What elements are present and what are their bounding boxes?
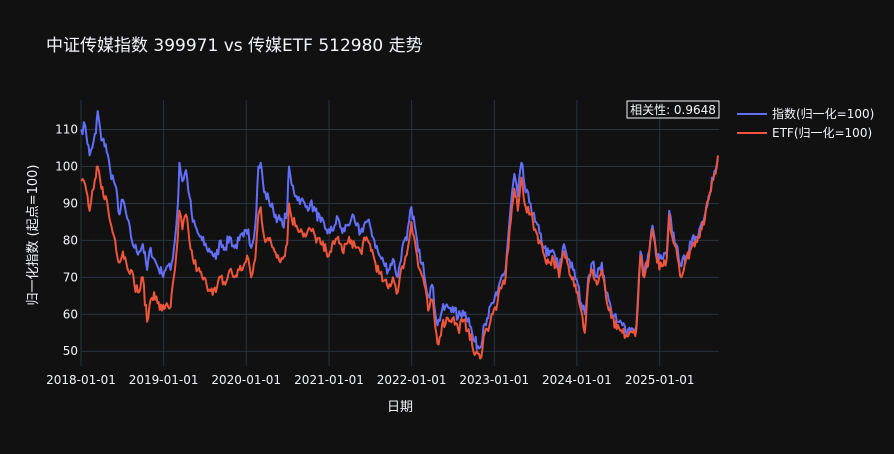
x-tick-label: 2018-01-01 xyxy=(46,373,116,387)
correlation-annotation: 相关性: 0.9648 xyxy=(626,100,720,119)
legend[interactable]: 指数(归一化=100) ETF(归一化=100) xyxy=(737,106,874,140)
legend-item-1[interactable]: ETF(归一化=100) xyxy=(737,126,872,140)
x-tick-label: 2020-01-01 xyxy=(211,373,281,387)
annotation-text: 相关性: 0.9648 xyxy=(630,103,716,117)
legend-label: 指数(归一化=100) xyxy=(772,106,874,121)
x-tick-label: 2022-01-01 xyxy=(377,373,447,387)
annotation-box xyxy=(626,100,720,119)
chart-title: 中证传媒指数 399971 vs 传媒ETF 512980 走势 xyxy=(46,36,423,56)
x-tick-labels: 2018-01-01 2019-01-01 2020-01-01 2021-01-01… xyxy=(46,373,694,387)
y-axis-title: 归一化指数 (起点=100) xyxy=(26,165,41,306)
x-tick-label: 2024-01-01 xyxy=(542,373,612,387)
y-tick-label: 110 xyxy=(55,123,78,137)
y-tick-labels: 50 60 70 80 90 100 110 xyxy=(55,123,78,359)
legend-item-0[interactable]: 指数(归一化=100) xyxy=(737,106,874,121)
y-tick-label: 50 xyxy=(63,344,78,358)
y-tick-label: 80 xyxy=(63,233,78,247)
x-tick-label: 2021-01-01 xyxy=(294,373,364,387)
x-axis-title: 日期 xyxy=(387,400,413,415)
legend-label: ETF(归一化=100) xyxy=(772,126,872,140)
x-tick-label: 2019-01-01 xyxy=(129,373,199,387)
y-tick-label: 70 xyxy=(63,270,78,284)
series-line-0 xyxy=(80,110,719,350)
series-line-1 xyxy=(80,155,719,360)
y-tick-label: 90 xyxy=(63,196,78,210)
y-tick-label: 60 xyxy=(63,307,78,321)
x-tick-label: 2025-01-01 xyxy=(625,373,695,387)
y-tick-label: 100 xyxy=(55,160,78,174)
x-tick-label: 2023-01-01 xyxy=(459,373,529,387)
series-layer xyxy=(80,110,719,360)
